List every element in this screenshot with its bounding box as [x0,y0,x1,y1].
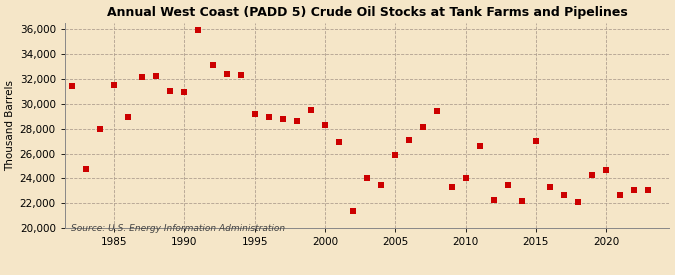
Point [137,75,148,79]
Point [292,119,302,123]
Point [277,116,288,121]
Y-axis label: Thousand Barrels: Thousand Barrels [5,80,16,171]
Point [643,188,654,192]
Point [53,81,63,86]
Point [587,172,597,177]
Point [572,200,583,204]
Point [362,176,373,181]
Point [235,73,246,77]
Point [629,188,640,192]
Point [95,126,105,131]
Point [221,72,232,76]
Point [376,183,387,187]
Text: Source: U.S. Energy Information Administration: Source: U.S. Energy Information Administ… [71,224,285,233]
Point [109,83,119,87]
Point [601,167,612,172]
Point [615,192,626,197]
Point [545,185,556,189]
Point [404,138,414,142]
Point [151,74,162,78]
Point [348,209,358,213]
Point [531,139,541,143]
Point [193,28,204,32]
Point [390,153,401,157]
Point [559,192,570,197]
Point [319,123,330,127]
Point [475,144,485,148]
Point [432,109,443,113]
Point [179,90,190,95]
Point [263,115,274,120]
Point [460,176,471,181]
Point [67,84,78,88]
Point [207,63,218,67]
Point [333,140,344,144]
Point [418,125,429,130]
Point [516,199,527,203]
Point [80,166,91,171]
Title: Annual West Coast (PADD 5) Crude Oil Stocks at Tank Farms and Pipelines: Annual West Coast (PADD 5) Crude Oil Sto… [107,6,628,18]
Point [249,111,260,116]
Point [446,185,457,189]
Point [502,183,513,187]
Point [306,108,317,112]
Point [488,197,499,202]
Point [165,89,176,93]
Point [123,115,134,120]
